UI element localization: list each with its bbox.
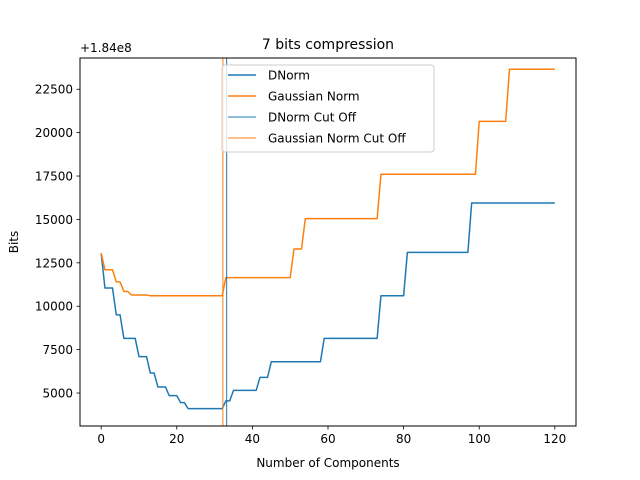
y-tick-label: 10000 (35, 300, 73, 314)
x-tick-label: 0 (97, 432, 105, 446)
y-tick-label: 22500 (35, 83, 73, 97)
y-tick-label: 15000 (35, 213, 73, 227)
series-line-1 (100, 68, 555, 297)
x-tick-label: 100 (468, 432, 491, 446)
x-tick-label: 120 (543, 432, 566, 446)
legend-label: Gaussian Norm Cut Off (268, 132, 406, 146)
chart-title: 7 bits compression (262, 37, 394, 53)
legend-label: Gaussian Norm (268, 90, 360, 104)
y-tick-label: 12500 (35, 256, 73, 270)
series-line-0 (100, 202, 555, 410)
x-tick-label: 40 (245, 432, 260, 446)
legend-box (221, 64, 435, 153)
legend-label: DNorm Cut Off (268, 111, 357, 125)
y-tick-label: 17500 (35, 170, 73, 184)
x-tick-label: 80 (396, 432, 411, 446)
y-axis-label: Bits (7, 231, 21, 254)
y-tick-label: 7500 (42, 343, 73, 357)
x-tick-label: 20 (169, 432, 184, 446)
axes-frame (79, 57, 577, 427)
axes-ticks: 0 20 40 60 80 100 120 5000 7500 10000 12500 15000 17… (35, 83, 566, 446)
legend: DNorm Gaussian Norm DNorm Cut Off Gaussian … (221, 64, 435, 153)
y-offset-text: +1.84e8 (80, 41, 132, 55)
x-axis-label: Number of Components (256, 456, 399, 470)
x-tick-label: 60 (320, 432, 335, 446)
y-tick-label: 5000 (42, 387, 73, 401)
y-tick-label: 20000 (35, 126, 73, 140)
legend-label: DNorm (268, 69, 310, 83)
